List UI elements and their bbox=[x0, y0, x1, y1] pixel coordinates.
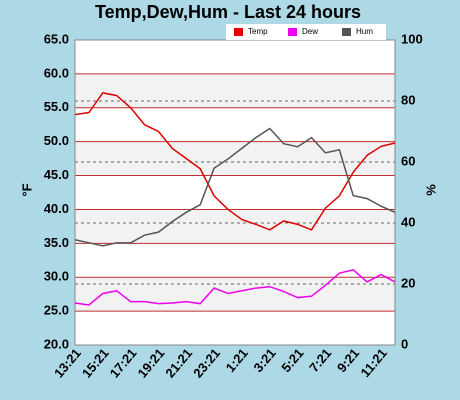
y-tick-label: 25.0 bbox=[44, 303, 69, 318]
y2-tick-label: 40 bbox=[401, 214, 415, 229]
y-tick-label: 35.0 bbox=[44, 235, 69, 250]
grid-band bbox=[75, 277, 395, 312]
series-line bbox=[74, 92, 396, 231]
y-tick-label: 60.0 bbox=[44, 65, 69, 80]
x-tick-label: 19:21 bbox=[135, 345, 168, 380]
x-tick-label: 1:21 bbox=[223, 345, 251, 375]
x-tick-label: 7:21 bbox=[306, 345, 334, 375]
legend-swatch bbox=[342, 28, 351, 36]
legend: Temp Dew Hum bbox=[226, 24, 386, 40]
y2-tick-label: 60 bbox=[401, 153, 415, 168]
y-tick-label: 30.0 bbox=[44, 269, 69, 284]
y-tick-label: 55.0 bbox=[44, 99, 69, 114]
y2-tick-label: 80 bbox=[401, 92, 415, 107]
y2-tick-label: 20 bbox=[401, 275, 415, 290]
y-tick-label: 50.0 bbox=[44, 133, 69, 148]
y-tick-label: 45.0 bbox=[44, 167, 69, 182]
x-tick-label: 15:21 bbox=[79, 345, 112, 380]
y-tick-label: 20.0 bbox=[44, 336, 69, 351]
x-tick-label: 23:21 bbox=[190, 345, 223, 380]
x-tick-label: 11:21 bbox=[358, 345, 390, 380]
legend-label: Temp bbox=[248, 27, 268, 36]
y2-tick-label: 100 bbox=[401, 31, 423, 46]
chart-title: Temp,Dew,Hum - Last 24 hours bbox=[95, 2, 361, 22]
legend-label: Dew bbox=[302, 27, 318, 36]
legend-swatch bbox=[234, 28, 243, 36]
y2-axis-label: % bbox=[423, 184, 438, 196]
x-tick-label: 3:21 bbox=[250, 345, 278, 375]
x-tick-label: 21:21 bbox=[162, 345, 195, 380]
legend-swatch bbox=[288, 28, 297, 36]
x-tick-label: 5:21 bbox=[278, 345, 306, 375]
y-tick-label: 40.0 bbox=[44, 201, 69, 216]
series-line bbox=[74, 127, 396, 247]
y-axis-label: °F bbox=[19, 183, 34, 196]
x-tick-label: 17:21 bbox=[107, 345, 140, 380]
y2-tick-label: 0 bbox=[401, 336, 408, 351]
y-tick-label: 65.0 bbox=[44, 31, 69, 46]
legend-label: Hum bbox=[356, 27, 373, 36]
grid-band bbox=[75, 73, 395, 108]
series-line bbox=[74, 268, 396, 306]
grid-band bbox=[75, 141, 395, 176]
